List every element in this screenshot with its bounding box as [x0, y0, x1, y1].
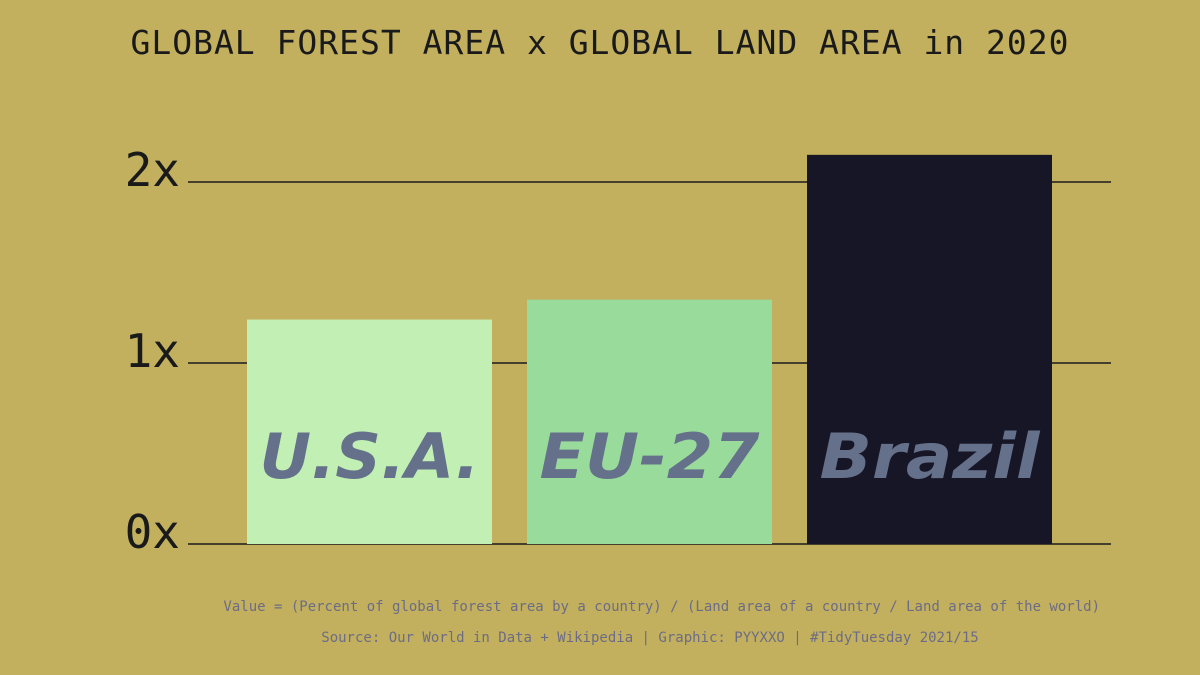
bar-label: EU-27 [540, 420, 761, 493]
y-axis-ticks: 0x 1x 2x [125, 143, 180, 559]
bar-label: U.S.A. [260, 420, 480, 493]
value-formula-note: Value = (Percent of global forest area b… [223, 599, 1100, 615]
bar-u-s-a [247, 319, 492, 544]
y-tick-label: 1x [125, 324, 180, 378]
bar-eu-27 [527, 299, 772, 544]
chart-title: GLOBAL FOREST AREA x GLOBAL LAND AREA in… [130, 23, 1069, 62]
bars [247, 154, 1052, 544]
y-tick-label: 2x [125, 143, 180, 197]
source-caption: Source: Our World in Data + Wikipedia | … [321, 630, 978, 646]
bar-labels: U.S.A. EU-27 Brazil [260, 420, 1041, 493]
bar-brazil [807, 154, 1052, 544]
y-tick-label: 0x [125, 505, 180, 559]
bar-label: Brazil [820, 420, 1041, 493]
